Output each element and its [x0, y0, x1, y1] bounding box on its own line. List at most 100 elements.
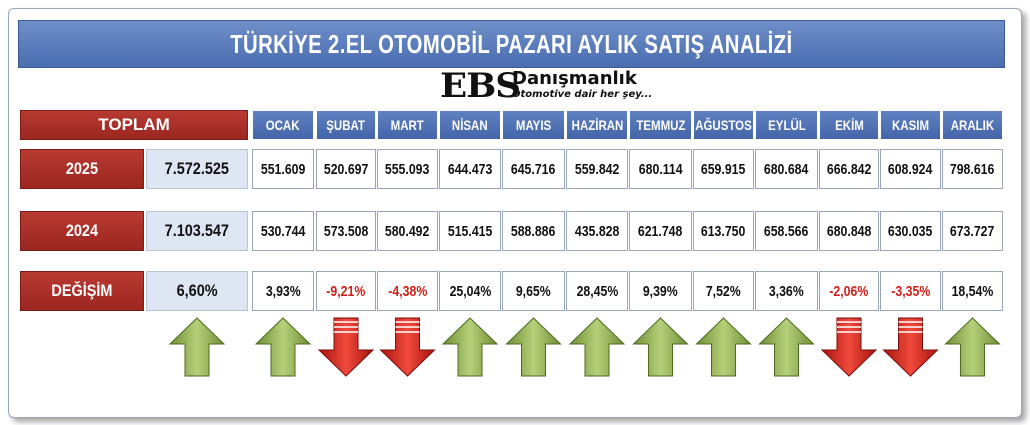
- table-cell-text: 645.716: [511, 160, 556, 178]
- row-total: 7.572.525: [146, 149, 248, 189]
- table-cell: 621.748: [629, 211, 692, 251]
- header-month: NİSAN: [439, 110, 501, 140]
- table-cell: 659.915: [693, 149, 754, 189]
- table-cell-text: 680.114: [638, 160, 683, 178]
- table-cell: -4,38%: [377, 271, 438, 311]
- table-cell: 18,54%: [942, 271, 1003, 311]
- header-month-text: KASIM: [891, 117, 930, 133]
- table-cell: 645.716: [502, 149, 565, 189]
- row-label-text: DEĞİŞİM: [51, 281, 113, 300]
- table-cell: 551.609: [252, 149, 314, 189]
- table-cell: 573.508: [316, 211, 376, 251]
- table-cell-text: 9,39%: [643, 282, 678, 300]
- row-label: 2024: [20, 211, 144, 251]
- table-cell: 520.697: [316, 149, 376, 189]
- table-cell-text: 530.744: [260, 222, 306, 240]
- table-cell-text: 3,93%: [265, 282, 301, 300]
- table-cell: 9,65%: [502, 271, 565, 311]
- chart-title-text: TÜRKİYE 2.EL OTOMOBİL PAZARI AYLIK SATIŞ…: [230, 28, 793, 59]
- table-cell-text: 673.727: [950, 222, 995, 240]
- header-month-text: EYLÜL: [767, 117, 806, 133]
- table-cell-text: 613.750: [701, 222, 746, 240]
- header-month-text: NİSAN: [452, 117, 488, 133]
- header-month: AĞUSTOS: [693, 110, 754, 140]
- table-cell-text: 25,04%: [449, 282, 491, 300]
- header-month-text: HAZİRAN: [571, 117, 623, 133]
- table-cell: 588.886: [502, 211, 565, 251]
- header-month-text: OCAK: [266, 117, 300, 133]
- table-cell: 608.924: [880, 149, 941, 189]
- table-cell-text: 666.842: [826, 160, 872, 178]
- table-cell-text: 28,45%: [576, 282, 618, 300]
- table-cell-text: 644.473: [447, 160, 493, 178]
- table-cell: 9,39%: [629, 271, 692, 311]
- table-cell-text: 658.566: [764, 222, 809, 240]
- table-cell-text: 680.848: [826, 222, 872, 240]
- table-cell-text: 588.886: [511, 222, 556, 240]
- table-cell-text: 3,36%: [769, 282, 804, 300]
- table-cell: 559.842: [566, 149, 628, 189]
- table-cell: 7,52%: [693, 271, 754, 311]
- row-total-text: 6,60%: [176, 281, 218, 300]
- row-label-text: 2024: [65, 221, 99, 240]
- table-cell: 658.566: [755, 211, 818, 251]
- header-month-text: AĞUSTOS: [695, 117, 752, 133]
- table-cell-text: -2,06%: [829, 282, 869, 300]
- header-month-text: MART: [390, 117, 425, 133]
- logo-mark: EBS: [440, 66, 521, 106]
- table-cell-text: 608.924: [888, 160, 933, 178]
- header-month: EKİM: [819, 110, 879, 140]
- table-cell-text: 659.915: [701, 160, 746, 178]
- table-cell: 580.492: [377, 211, 438, 251]
- row-total: 6,60%: [146, 271, 248, 311]
- header-month-text: TEMMUZ: [635, 117, 686, 133]
- logo: EBS Danışmanlık Otomotive dair her şey..…: [440, 66, 700, 106]
- table-cell: 798.616: [942, 149, 1003, 189]
- table-cell-text: 7,52%: [706, 282, 741, 300]
- table-cell-text: 18,54%: [951, 282, 994, 300]
- table-cell: 613.750: [693, 211, 754, 251]
- table-cell: 555.093: [377, 149, 438, 189]
- table-cell-text: 520.697: [323, 160, 369, 178]
- table-cell: 630.035: [880, 211, 941, 251]
- table-cell: 644.473: [439, 149, 501, 189]
- header-month: MART: [377, 110, 438, 140]
- row-label: DEĞİŞİM: [20, 271, 144, 311]
- table-cell-text: 630.035: [888, 222, 933, 240]
- table-cell-text: 573.508: [323, 222, 369, 240]
- table-cell-text: 555.093: [385, 160, 430, 178]
- logo-name: Danışmanlık: [512, 68, 637, 89]
- header-month-text: ARALIK: [950, 117, 995, 133]
- header-month: MAYIS: [502, 110, 565, 140]
- row-total: 7.103.547: [146, 211, 248, 251]
- table-cell: 25,04%: [439, 271, 501, 311]
- table-cell-text: 680.684: [764, 160, 809, 178]
- header-month: ARALIK: [942, 110, 1003, 140]
- table-cell: 515.415: [439, 211, 501, 251]
- header-month: HAZİRAN: [566, 110, 628, 140]
- logo-tagline: Otomotive dair her şey...: [512, 89, 653, 100]
- table-cell-text: 551.609: [260, 160, 306, 178]
- header-month: KASIM: [880, 110, 941, 140]
- header-toplam: TOPLAM: [20, 110, 248, 140]
- header-month-text: EKİM: [834, 117, 864, 133]
- table-cell: 680.114: [629, 149, 692, 189]
- table-cell-text: 559.842: [574, 160, 620, 178]
- header-month: TEMMUZ: [629, 110, 692, 140]
- header-month: OCAK: [252, 110, 314, 140]
- table-cell-text: -4,38%: [388, 282, 427, 300]
- header-month-text: MAYIS: [515, 117, 552, 133]
- table-cell: 666.842: [819, 149, 879, 189]
- table-cell-text: 580.492: [385, 222, 430, 240]
- row-total-text: 7.572.525: [164, 159, 230, 178]
- table-cell: 3,93%: [252, 271, 314, 311]
- table-cell-text: 435.828: [574, 222, 620, 240]
- table-cell-text: 9,65%: [516, 282, 551, 300]
- table-cell: 3,36%: [755, 271, 818, 311]
- row-label-text: 2025: [65, 159, 99, 178]
- header-month-text: ŞUBAT: [326, 117, 366, 133]
- row-label: 2025: [20, 149, 144, 189]
- table-cell-text: 798.616: [950, 160, 995, 178]
- table-cell: 28,45%: [566, 271, 628, 311]
- table-cell-text: -9,21%: [326, 282, 366, 300]
